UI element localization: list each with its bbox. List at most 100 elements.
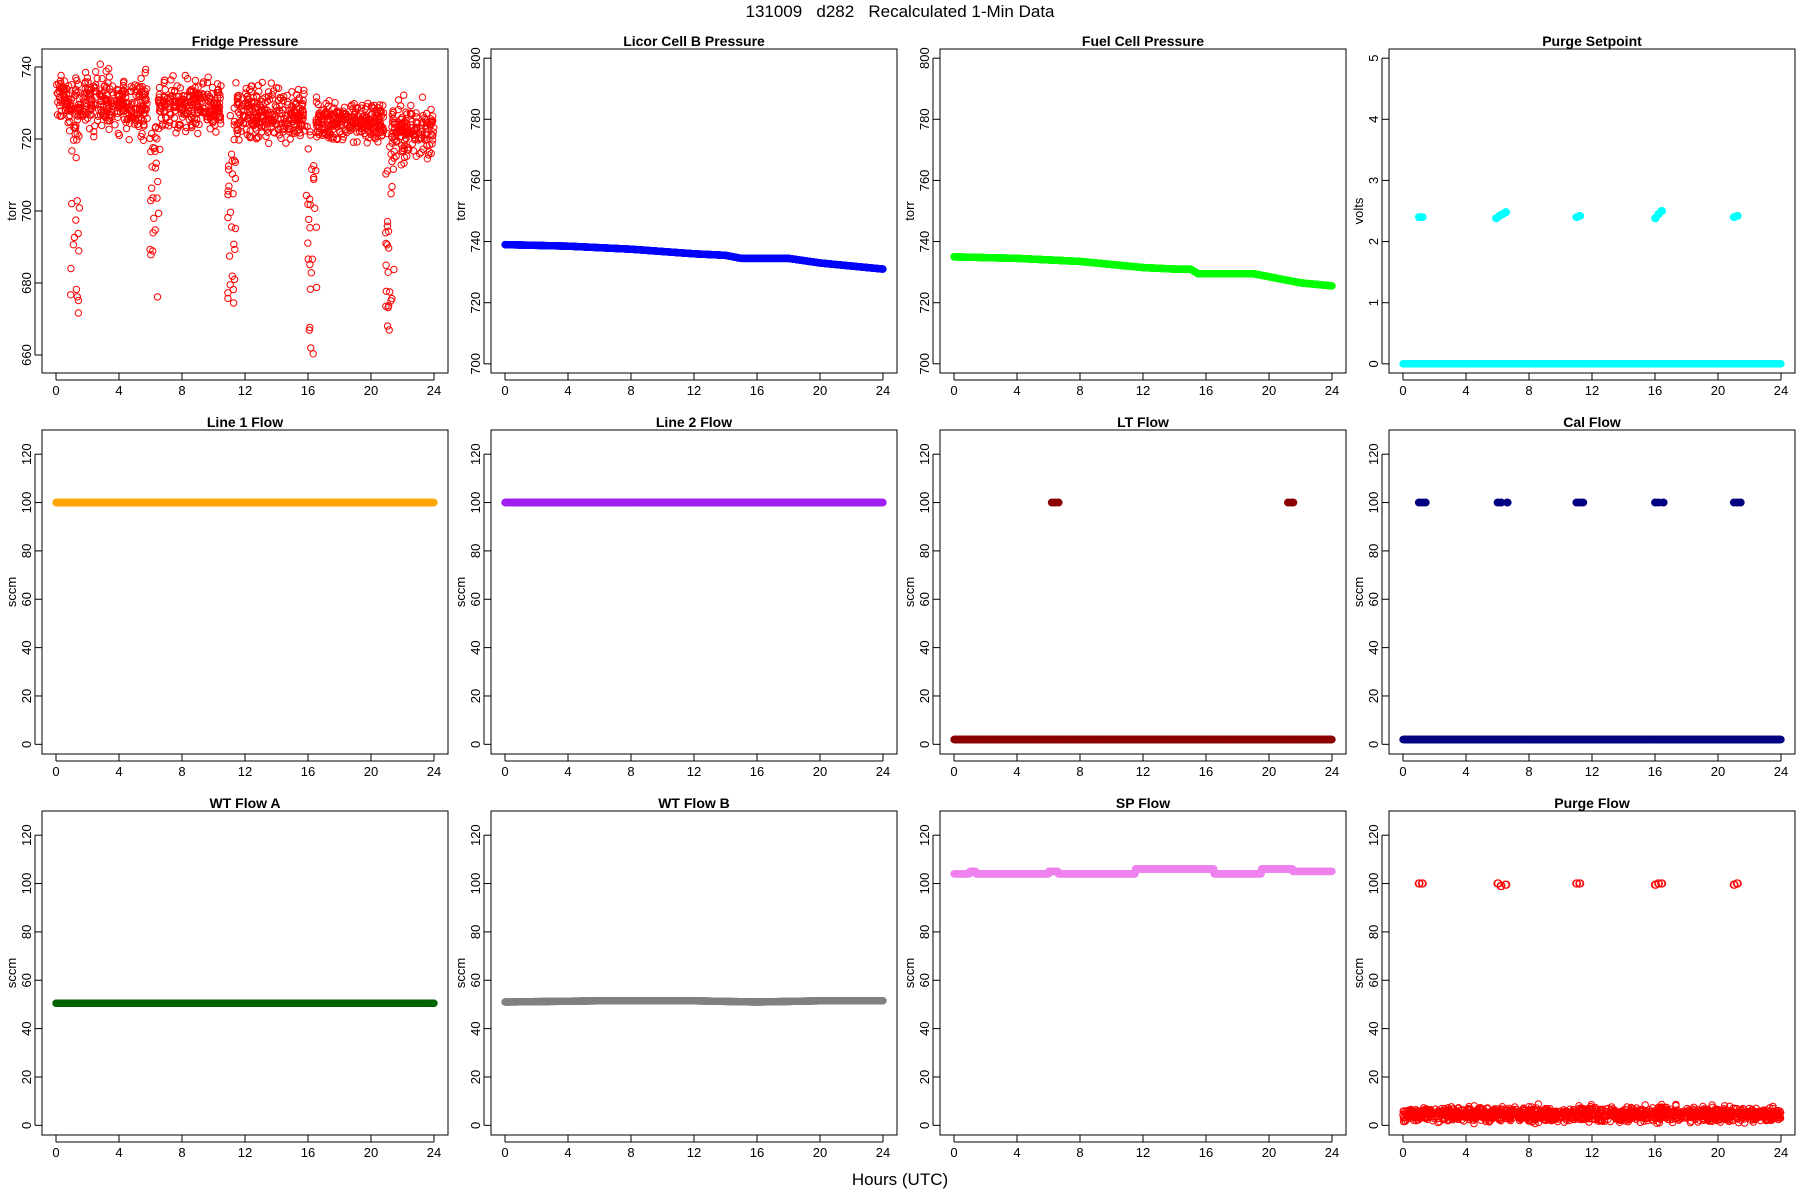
data-point <box>395 97 401 103</box>
data-point <box>162 87 168 93</box>
y-axis-label: torr <box>453 201 468 221</box>
data-point <box>213 129 219 135</box>
dip-point <box>313 284 319 290</box>
x-axis: 0 4 8 12 16 20 24 <box>950 373 1339 398</box>
x-tick-label: 16 <box>1199 383 1213 398</box>
data-point <box>313 94 319 100</box>
panel-title: Fuel Cell Pressure <box>1082 33 1204 49</box>
dip-point <box>310 351 316 357</box>
data-point <box>84 75 90 81</box>
y-tick-label: 740 <box>917 231 932 253</box>
data-point <box>94 75 100 81</box>
dip-point <box>228 224 234 230</box>
plot-frame <box>491 49 897 373</box>
dip-point <box>385 269 391 275</box>
y-tick-label: 800 <box>917 47 932 69</box>
dip-point <box>154 294 160 300</box>
x-tick-label: 0 <box>501 383 508 398</box>
dip-point <box>227 112 233 118</box>
dip-point <box>226 167 232 173</box>
dip-point <box>308 270 314 276</box>
data-point <box>419 94 425 100</box>
data-point <box>268 80 274 86</box>
x-tick-label: 16 <box>301 383 315 398</box>
dip-point <box>71 234 77 240</box>
dip-point <box>226 253 232 259</box>
y-tick-label: 720 <box>468 292 483 314</box>
data-point <box>192 77 198 83</box>
dip-point <box>66 128 72 134</box>
data-point <box>140 137 146 143</box>
dip-point <box>153 160 159 166</box>
dip-point <box>73 286 79 292</box>
x-tick-label: 0 <box>52 383 59 398</box>
y-tick-label: 720 <box>19 128 34 150</box>
data-point <box>195 130 201 136</box>
data-point <box>233 80 239 86</box>
y-axis-label: torr <box>902 201 917 221</box>
data-point <box>289 89 295 95</box>
dip-point <box>307 225 313 231</box>
y-tick-label: 700 <box>917 353 932 375</box>
dip-point <box>154 136 160 142</box>
data-point <box>428 106 434 112</box>
y-tick-label: 760 <box>468 170 483 192</box>
y-axis-label: volts <box>1351 197 1366 224</box>
x-axis: 0 4 8 12 16 20 24 <box>501 373 890 398</box>
data-point <box>97 61 103 67</box>
dip-point <box>73 154 79 160</box>
x-tick-label: 20 <box>813 383 827 398</box>
dip-point <box>75 310 81 316</box>
y-axis: 660680700720740 <box>19 56 42 366</box>
y-axis: 700720740760780800 <box>917 47 940 374</box>
dip-point <box>149 185 155 191</box>
dip-point <box>312 205 318 211</box>
dip-point <box>155 178 161 184</box>
x-tick-label: 4 <box>1013 383 1020 398</box>
data-point <box>116 132 122 138</box>
x-tick-label: 16 <box>750 383 764 398</box>
dip-point <box>232 225 238 231</box>
dip-point <box>305 240 311 246</box>
dip-point <box>232 175 238 181</box>
dip-point <box>229 171 235 177</box>
x-tick-label: 8 <box>1076 383 1083 398</box>
x-axis: 0 4 8 12 16 20 24 <box>52 373 441 398</box>
y-tick-label: 740 <box>468 231 483 253</box>
data-point <box>263 133 269 139</box>
dip-point <box>226 183 232 189</box>
data-series <box>54 61 437 357</box>
y-tick-label: 680 <box>19 272 34 294</box>
y-tick-label: 780 <box>917 108 932 130</box>
dip-point <box>227 282 233 288</box>
dip-point <box>313 224 319 230</box>
data-point <box>75 81 81 87</box>
x-tick-label: 24 <box>427 383 441 398</box>
dip-point <box>68 265 74 271</box>
panel-title: Purge Setpoint <box>1542 33 1642 49</box>
y-tick-label: 780 <box>468 108 483 130</box>
dip-point <box>306 216 312 222</box>
data-series <box>951 253 1336 289</box>
y-tick-label: 700 <box>19 200 34 222</box>
dip-point <box>388 191 394 197</box>
dip-point <box>151 215 157 221</box>
x-tick-label: 20 <box>1262 383 1276 398</box>
dip-point <box>230 300 236 306</box>
x-tick-label: 24 <box>1325 383 1339 398</box>
data-point <box>126 137 132 143</box>
dip-point <box>154 195 160 201</box>
y-tick-label: 660 <box>19 344 34 366</box>
data-point <box>93 69 99 75</box>
plot-frame <box>940 49 1346 373</box>
x-tick-label: 12 <box>1136 383 1150 398</box>
data-point <box>1329 283 1336 290</box>
dip-point <box>307 286 313 292</box>
data-point <box>112 122 118 128</box>
panel-title: Fridge Pressure <box>192 33 299 49</box>
dip-point <box>231 136 237 142</box>
dip-point <box>305 146 311 152</box>
data-point <box>138 75 144 81</box>
